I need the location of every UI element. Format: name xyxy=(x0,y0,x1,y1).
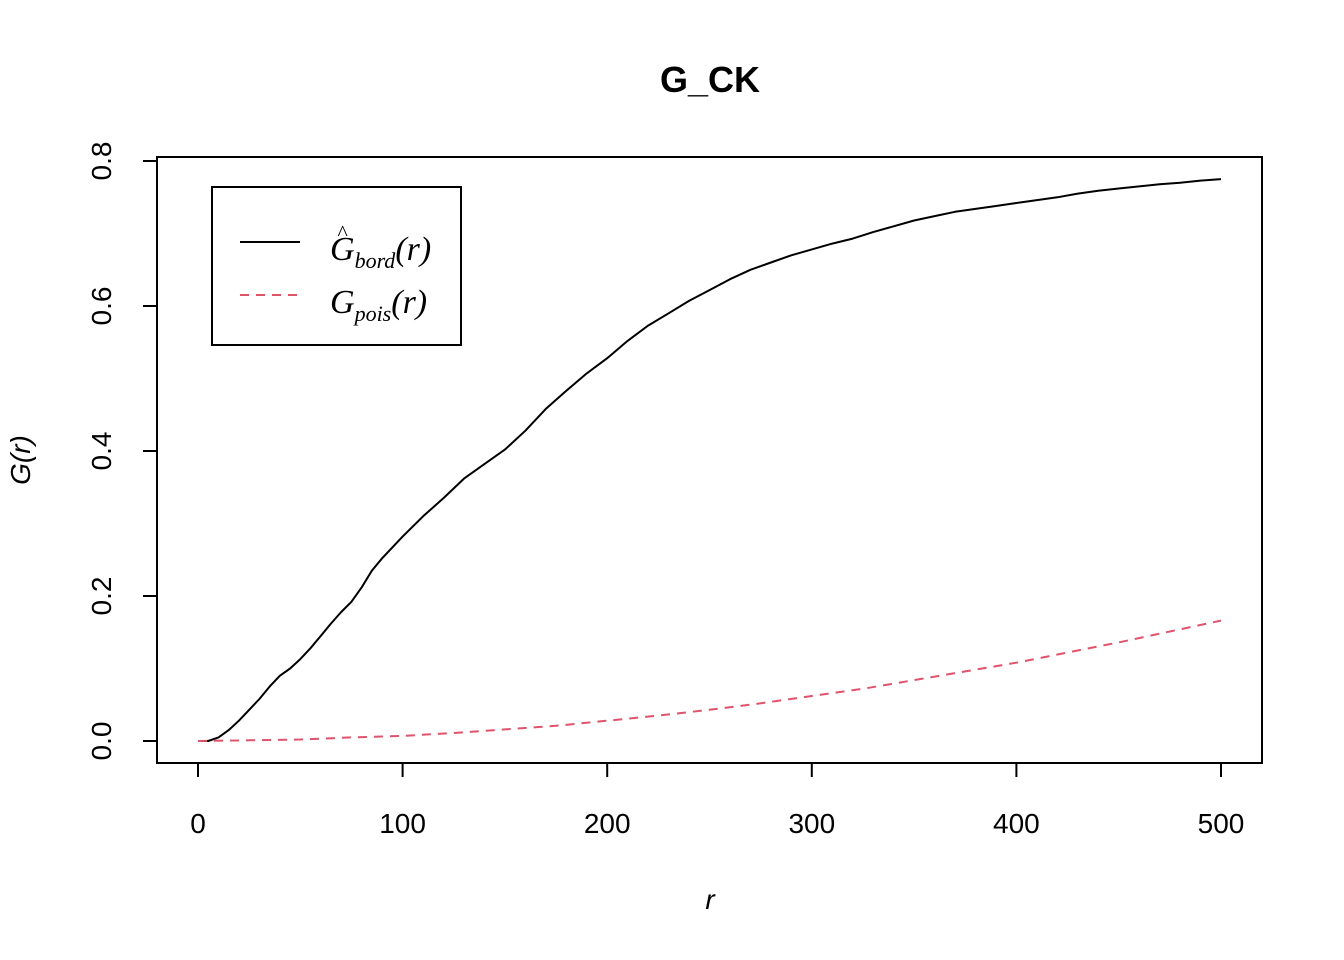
y-tick-label: 0.4 xyxy=(86,432,117,471)
legend-hat: ^ xyxy=(337,220,348,245)
legend: Gbord(r)^ Gpois(r) xyxy=(211,186,462,346)
x-axis: 0 100 200 300 400 500 xyxy=(190,763,1244,839)
series-line-gpois xyxy=(197,619,1222,742)
x-tick-label: 300 xyxy=(788,808,835,839)
legend-label: Gbord(r) xyxy=(330,231,431,273)
series-line-gbord xyxy=(198,178,1222,742)
legend-box xyxy=(211,186,462,346)
y-tick-label: 0.2 xyxy=(86,577,117,616)
x-axis-label: r xyxy=(705,884,716,915)
series-layer xyxy=(197,178,1222,742)
y-tick-label: 0.0 xyxy=(86,722,117,761)
x-tick-label: 400 xyxy=(993,808,1040,839)
x-tick-label: 100 xyxy=(379,808,426,839)
legend-label: Gpois(r) xyxy=(330,284,427,326)
x-tick-label: 500 xyxy=(1198,808,1245,839)
x-tick-label: 200 xyxy=(584,808,631,839)
plot-frame xyxy=(156,156,1263,764)
y-tick-label: 0.8 xyxy=(86,142,117,181)
y-axis: 0.0 0.2 0.4 0.6 0.8 xyxy=(86,142,157,761)
y-axis-label: G(r) xyxy=(5,435,36,485)
x-tick-label: 0 xyxy=(190,808,206,839)
y-tick-label: 0.6 xyxy=(86,287,117,326)
chart-title: G_CK xyxy=(660,59,760,100)
